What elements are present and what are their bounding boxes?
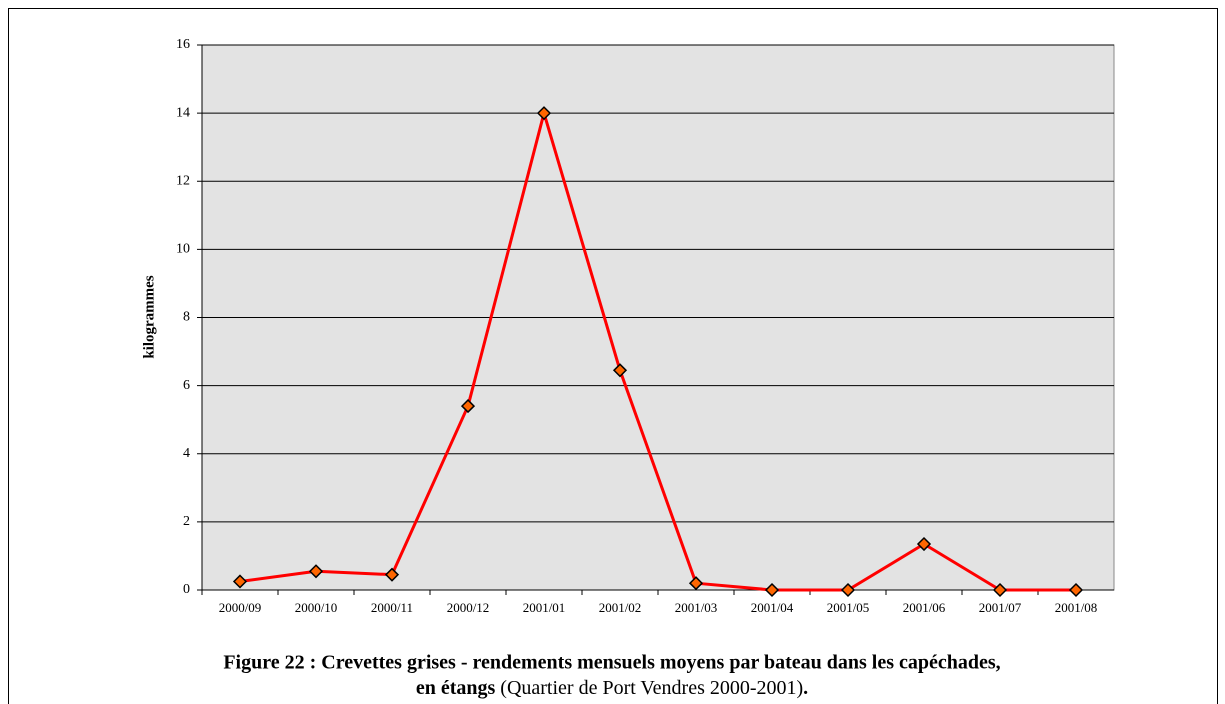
line [239, 111, 1076, 592]
marker [460, 399, 476, 414]
marker [688, 576, 704, 591]
x-tick-label: 2001/06 [903, 600, 946, 615]
marker [840, 582, 856, 598]
x-tick-label: 2001/08 [1055, 600, 1098, 615]
y-axis-title: kilogrammes [141, 275, 157, 358]
marker [308, 564, 324, 579]
x-tick-label: 2001/05 [827, 600, 870, 615]
y-tick-label: 4 [183, 446, 190, 461]
caption: Figure 22 : Crevettes grises - rendement… [223, 652, 1000, 674]
x-tick-label: 2001/07 [979, 600, 1022, 615]
y-tick-label: 6 [183, 378, 190, 393]
y-tick-label: 16 [176, 37, 190, 52]
y-tick-label: 14 [176, 105, 190, 120]
x-tick-label: 2000/11 [371, 600, 413, 615]
marker [764, 582, 780, 598]
x-tick-label: 2001/04 [751, 600, 794, 615]
caption-end: . [803, 677, 808, 699]
marker [612, 363, 628, 378]
marker [232, 574, 248, 589]
y-tick-label: 8 [183, 310, 190, 325]
caption-bold: en étangs [416, 677, 496, 699]
marker [384, 567, 400, 582]
caption: en étangs (Quartier de Port Vendres 2000… [416, 677, 808, 699]
y-tick-label: 0 [183, 582, 190, 597]
marker [916, 536, 932, 552]
x-tick-label: 2001/01 [523, 600, 566, 615]
y-tick-label: 2 [183, 514, 190, 529]
y-tick-label: 12 [176, 173, 190, 188]
y-tick-label: 10 [176, 242, 190, 257]
x-tick-label: 2001/02 [599, 600, 642, 615]
caption-normal: (Quartier de Port Vendres 2000-2001) [500, 677, 803, 699]
x-tick-label: 2000/09 [219, 600, 262, 615]
marker [1068, 582, 1084, 598]
marker [992, 582, 1008, 598]
x-tick-label: 2000/10 [295, 600, 338, 615]
x-tick-label: 2000/12 [447, 600, 490, 615]
frame [8, 8, 1218, 704]
marker [536, 106, 552, 121]
x-tick-label: 2001/03 [675, 600, 718, 615]
